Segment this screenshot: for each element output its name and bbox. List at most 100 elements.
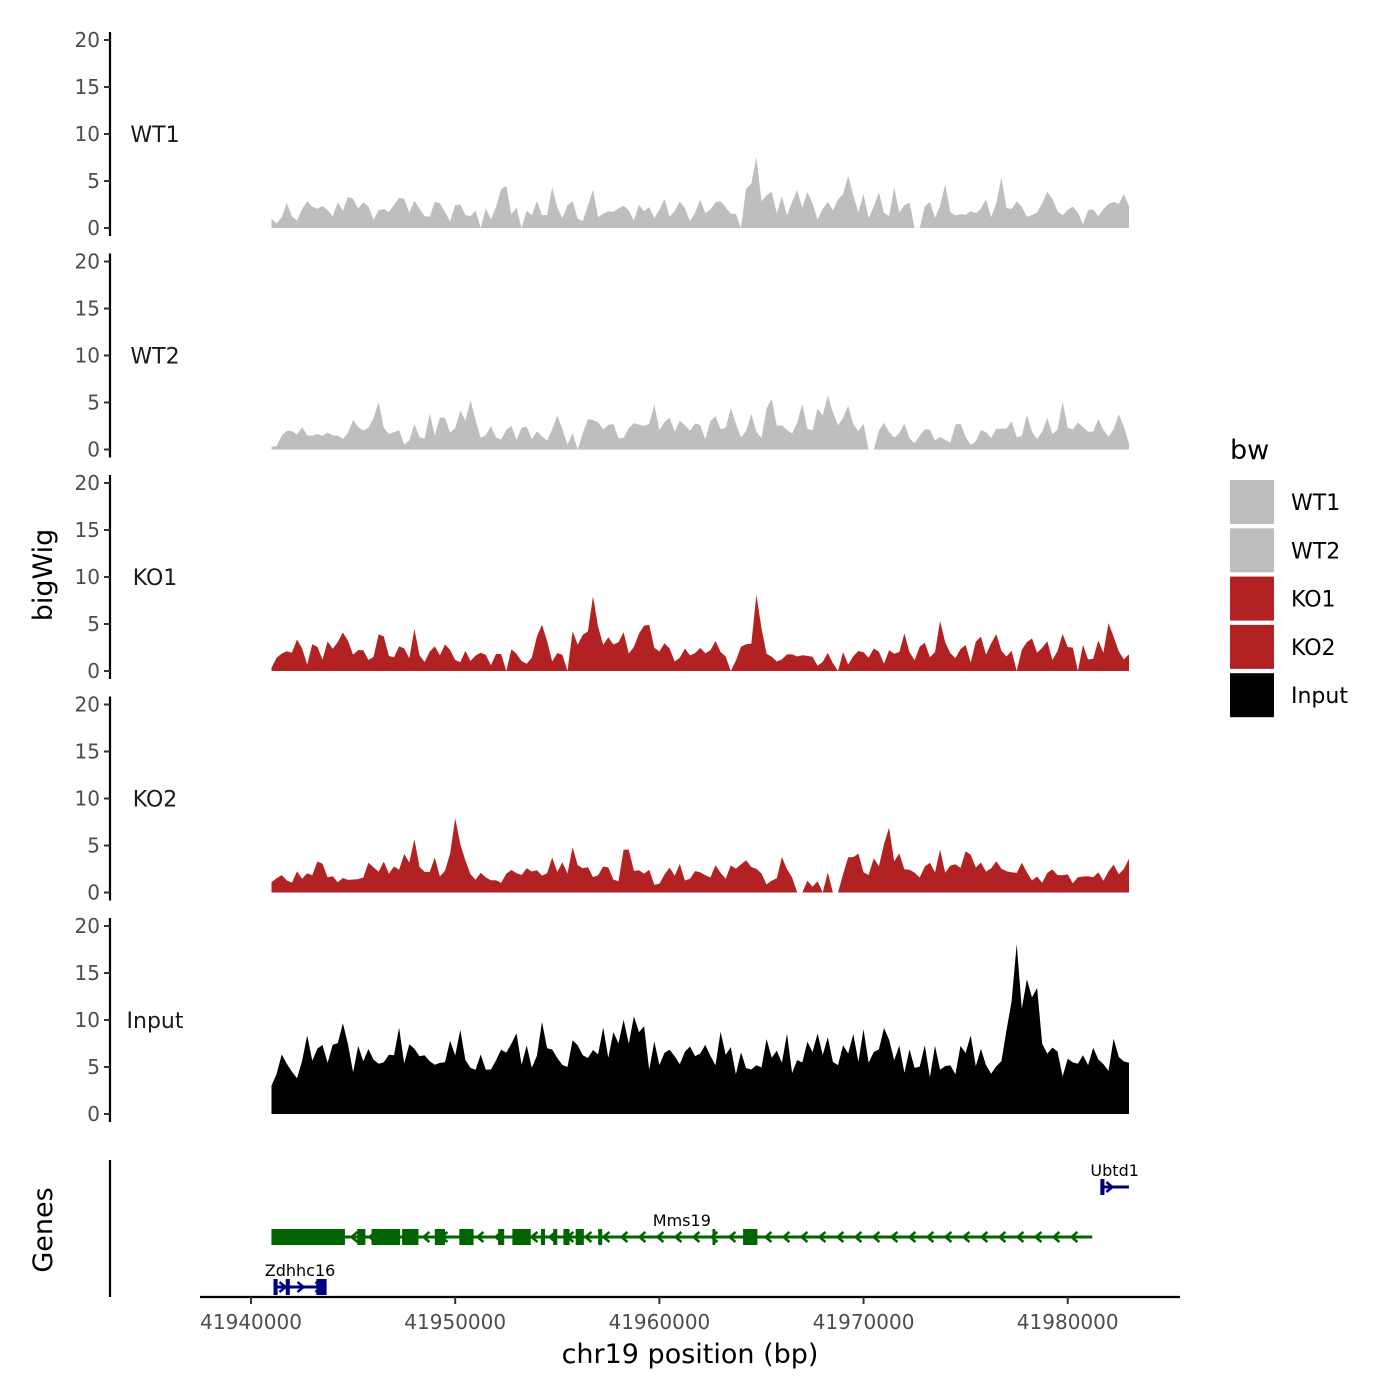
y-tick-label: 15 [75,518,100,542]
strand-arrow [853,1231,863,1243]
y-axis-title-bigwig: bigWig [28,529,59,622]
strand-arrow [583,1231,593,1243]
legend-label: KO2 [1291,636,1336,661]
legend-swatch-ko1 [1230,576,1274,621]
legend-swatch-wt2 [1230,528,1274,573]
y-tick-label: 20 [75,471,100,495]
strand-arrow [619,1231,629,1243]
strand-arrow [835,1231,845,1243]
track-ko1: 0 5 10 15 20 KO1 [75,471,1129,683]
strand-arrow [637,1231,647,1243]
y-tick-label: 20 [75,693,100,717]
gene-exon [498,1229,505,1245]
y-tick-label: 10 [75,122,100,146]
gene-exon [712,1229,716,1245]
strand-arrow [727,1231,737,1243]
strand-arrow [1015,1231,1025,1243]
signal-area-input [271,944,1129,1114]
y-tick-label: 10 [75,344,100,368]
strand-arrow [421,1231,431,1243]
y-tick-label: 0 [87,1102,100,1126]
strand-arrow [961,1231,971,1243]
gene-exon [512,1229,531,1245]
track-label: WT2 [130,345,179,370]
strand-arrow [475,1231,485,1243]
strand-arrow [1051,1231,1061,1243]
x-tick-label: 41970000 [813,1310,915,1334]
track-wt1: 0 5 10 15 20 WT1 [75,28,1129,240]
gene-label: Mms19 [653,1211,711,1230]
track-wt2: 0 5 10 15 20 WT2 [75,250,1129,462]
strand-arrow [278,1281,288,1293]
y-tick-label: 0 [87,438,100,462]
gene-ubtd1: Ubtd1 [1090,1161,1139,1195]
y-tick-label: 10 [75,1008,100,1032]
y-tick-label: 5 [87,612,100,636]
signal-tracks: 0 5 10 15 20 WT1 0 5 10 15 20 WT2 0 5 10 15 20 KO1 0 5 10 15 2… [75,28,1129,1126]
gene-exon [553,1229,558,1245]
strand-arrow [349,1231,359,1243]
gene-zdhhc16: Zdhhc16 [265,1261,336,1295]
legend-label: WT1 [1291,491,1340,516]
gene-exon [575,1229,584,1245]
gene-exon [273,1279,278,1295]
signal-area-ko2 [271,818,1129,893]
strand-arrow [601,1231,611,1243]
strand-arrow [799,1231,809,1243]
gene-exon [371,1229,401,1245]
strand-arrow [673,1231,683,1243]
strand-arrow [763,1231,773,1243]
genes-panel: Zdhhc16 Mms19 Ubtd1 [108,1160,1139,1297]
y-tick-label: 0 [87,659,100,683]
strand-arrow [907,1231,917,1243]
strand-arrow [781,1231,791,1243]
legend-swatch-input [1230,673,1274,718]
track-label: Input [127,1009,184,1034]
strand-arrow [296,1281,306,1293]
gene-exon [434,1229,445,1245]
y-tick-label: 5 [87,834,100,858]
gene-label: Ubtd1 [1090,1161,1138,1180]
strand-arrow [1033,1231,1043,1243]
x-tick-label: 41980000 [1017,1310,1119,1334]
x-tick-label: 41950000 [404,1310,506,1334]
strand-arrow [691,1231,701,1243]
y-tick-label: 20 [75,28,100,52]
strand-arrow [817,1231,827,1243]
track-ko2: 0 5 10 15 20 KO2 [75,693,1129,905]
gene-exon [357,1229,366,1245]
legend-label: KO1 [1291,588,1336,613]
signal-area-wt2 [271,395,1129,450]
legend-label: WT2 [1291,539,1340,564]
track-label: KO1 [133,566,178,591]
y-tick-label: 10 [75,565,100,589]
gene-label: Zdhhc16 [265,1261,336,1280]
legend-label: Input [1291,684,1348,709]
strand-arrow [871,1231,881,1243]
gene-exon [1100,1179,1105,1195]
y-tick-label: 0 [87,216,100,240]
y-tick-label: 15 [75,961,100,985]
gene-mms19: Mms19 [271,1211,1093,1245]
x-tick-label: 41960000 [608,1310,710,1334]
legend-title: bw [1230,435,1269,466]
strand-arrow [1069,1231,1079,1243]
y-tick-label: 0 [87,881,100,905]
gene-exon [540,1229,546,1245]
legend-swatch-wt1 [1230,480,1274,524]
gene-exon [285,1279,290,1295]
y-tick-label: 15 [75,740,100,764]
gene-exon [316,1279,327,1295]
gene-exon [402,1229,419,1245]
legend: bw WT1 WT2 KO1 KO2 Input [1230,435,1348,718]
gene-exon [459,1229,474,1245]
gene-exon [563,1229,570,1245]
signal-area-wt1 [271,157,1129,228]
y-tick-label: 20 [75,250,100,274]
strand-arrow [1105,1181,1115,1193]
x-tick-label: 41940000 [200,1310,302,1334]
strand-arrow [979,1231,989,1243]
strand-arrow [925,1231,935,1243]
y-tick-label: 15 [75,297,100,321]
